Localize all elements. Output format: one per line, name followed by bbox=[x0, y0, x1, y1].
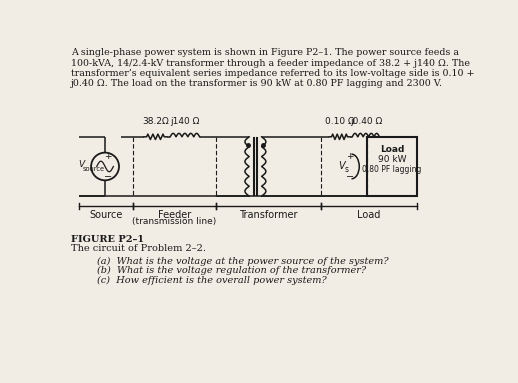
Text: Load: Load bbox=[357, 210, 381, 220]
Text: source: source bbox=[82, 166, 105, 172]
Text: −: − bbox=[346, 172, 354, 182]
Text: (transmission line): (transmission line) bbox=[132, 217, 217, 226]
Text: 90 kW: 90 kW bbox=[378, 155, 407, 164]
Text: The circuit of Problem 2–2.: The circuit of Problem 2–2. bbox=[71, 244, 206, 253]
Text: −: − bbox=[104, 172, 112, 182]
Text: 0.10 Ω: 0.10 Ω bbox=[325, 117, 354, 126]
Text: FIGURE P2–1: FIGURE P2–1 bbox=[71, 236, 144, 244]
Text: (c)  How efficient is the overall power system?: (c) How efficient is the overall power s… bbox=[97, 275, 327, 285]
Text: 0.80 PF lagging: 0.80 PF lagging bbox=[363, 165, 422, 173]
Text: Source: Source bbox=[89, 210, 123, 220]
Text: V: V bbox=[338, 162, 345, 172]
Text: j140 Ω: j140 Ω bbox=[170, 117, 199, 126]
Text: 38.2Ω: 38.2Ω bbox=[142, 117, 169, 126]
Text: +: + bbox=[105, 152, 112, 161]
Text: Load: Load bbox=[380, 144, 405, 154]
Text: A single-phase power system is shown in Figure P2–1. The power source feeds a
10: A single-phase power system is shown in … bbox=[71, 48, 474, 88]
Bar bbox=[367, 137, 418, 196]
Text: s: s bbox=[344, 165, 349, 174]
Text: (a)  What is the voltage at the power source of the system?: (a) What is the voltage at the power sou… bbox=[97, 257, 389, 266]
Text: +: + bbox=[346, 152, 354, 161]
Text: Feeder: Feeder bbox=[158, 210, 191, 220]
Text: Transformer: Transformer bbox=[239, 210, 297, 220]
Text: V: V bbox=[78, 160, 84, 169]
Text: j0.40 Ω: j0.40 Ω bbox=[350, 117, 382, 126]
Text: (b)  What is the voltage regulation of the transformer?: (b) What is the voltage regulation of th… bbox=[97, 266, 366, 275]
